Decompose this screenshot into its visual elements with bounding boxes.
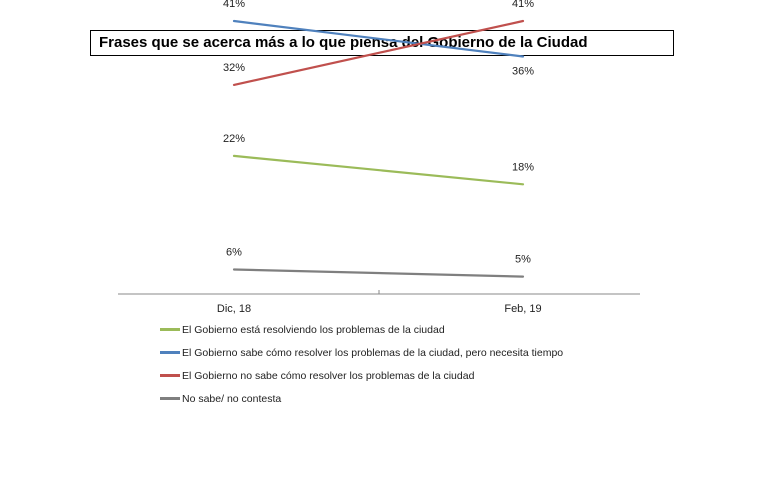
series-sabe-necesita-tiempo-line [232,19,525,58]
data-label: 36% [512,66,534,78]
legend-swatch [160,397,180,400]
data-label: 5% [515,254,531,266]
legend-swatch [160,328,180,331]
legend-item: No sabe/ no contesta [160,387,563,410]
data-label: 6% [226,247,242,259]
legend-item: El Gobierno sabe cómo resolver los probl… [160,341,563,364]
data-label: 22% [223,133,245,145]
legend-item: El Gobierno no sabe cómo resolver los pr… [160,364,563,387]
series-resolviendo-line [232,154,525,186]
x-tick-label: Feb, 19 [504,303,541,315]
legend-label: El Gobierno está resolviendo los problem… [182,323,445,336]
series-no-sabe-line [232,19,525,87]
legend-label: El Gobierno sabe cómo resolver los probl… [182,346,564,359]
legend-label: No sabe/ no contesta [182,392,282,405]
chart-title: Frases que se acerca más a lo que piensa… [90,30,674,56]
series-ns-nc-line [232,268,525,278]
legend-label: El Gobierno no sabe cómo resolver los pr… [182,369,475,382]
data-label: 41% [223,0,245,10]
chart-legend: El Gobierno está resolviendo los problem… [160,318,563,410]
legend-swatch [160,374,180,377]
legend-item: El Gobierno está resolviendo los problem… [160,318,563,341]
data-label: 32% [223,62,245,74]
legend-swatch [160,351,180,354]
data-label: 41% [512,0,534,10]
x-tick-label: Dic, 18 [217,303,251,315]
data-label: 18% [512,161,534,173]
